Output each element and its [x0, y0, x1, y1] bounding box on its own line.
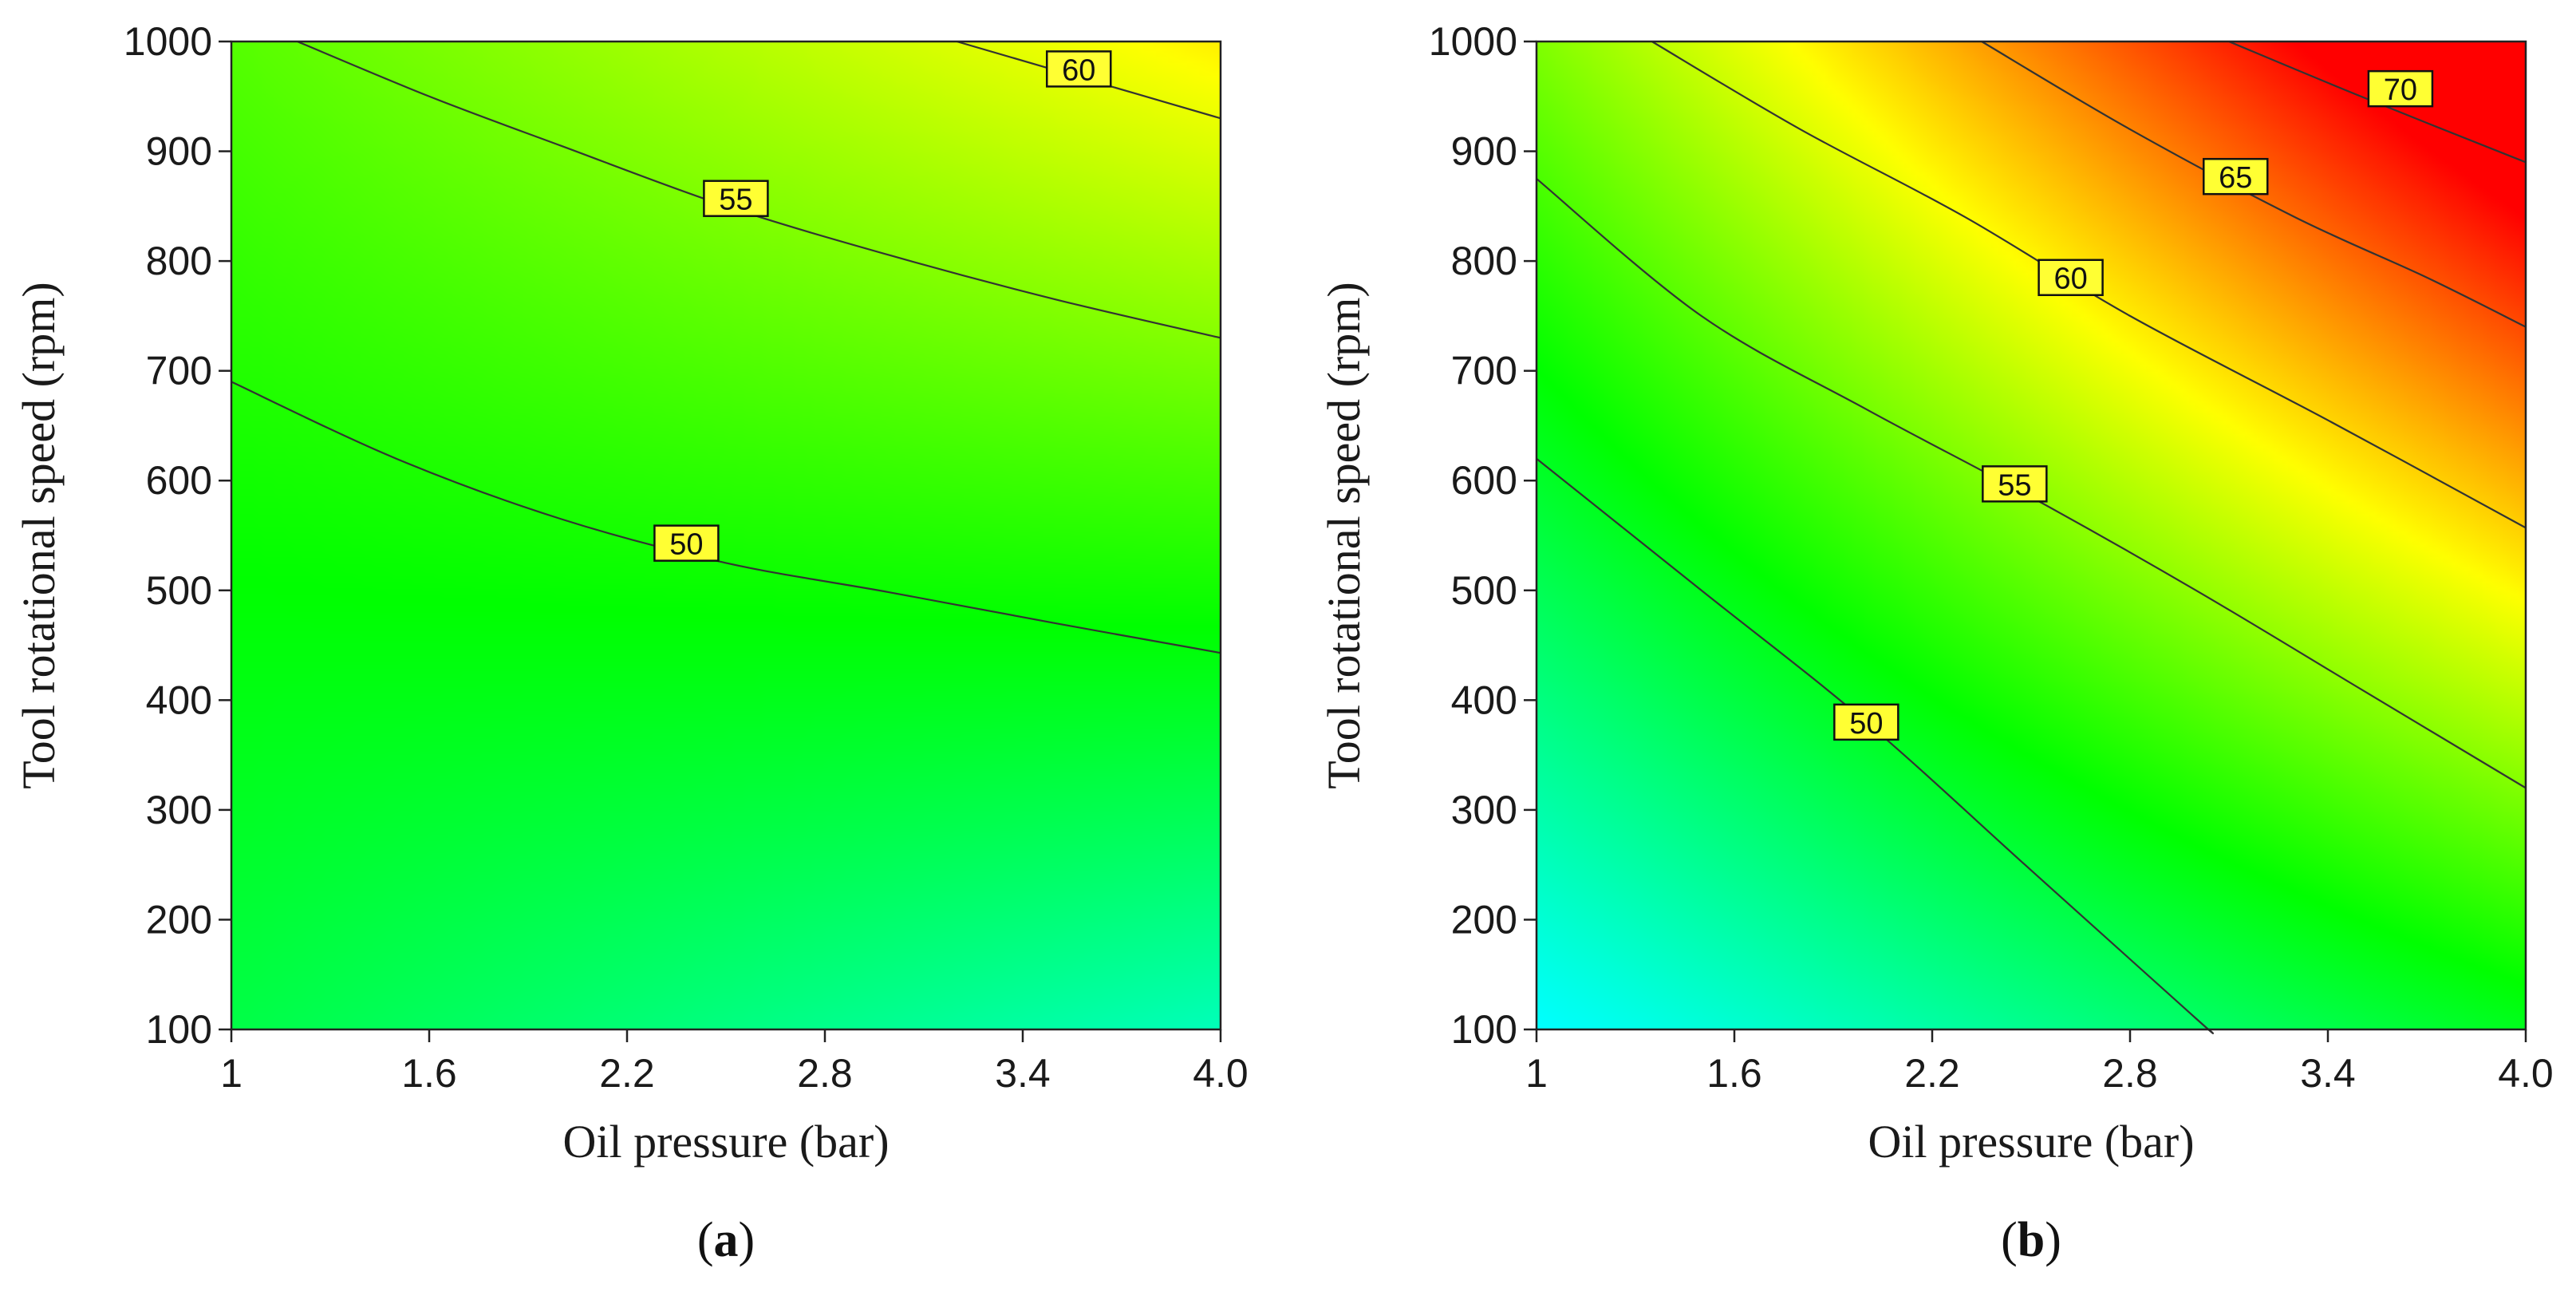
contour-label-box [2203, 157, 2269, 196]
contour-label-55: 55 [1982, 465, 2048, 503]
y-tick-label: 300 [146, 788, 212, 832]
y-tick-label: 800 [1451, 239, 1517, 283]
contour-label-box [2038, 259, 2104, 296]
contour-label-box [2367, 69, 2434, 108]
y-tick-label: 200 [146, 897, 212, 942]
x-tick-label: 3.4 [995, 1051, 1051, 1096]
chart-panel-b: 50 55 60 65 70 1 1.6 2.2 2.8 3.4 4.0 100 200 300 400 50… [1305, 0, 2576, 1292]
y-tick-label: 500 [1451, 568, 1517, 613]
y-tick-label: 500 [146, 568, 212, 613]
x-axis: 1 1.6 2.2 2.8 3.4 4.0 [1525, 1029, 2554, 1096]
contour-label-60: 60 [1046, 50, 1112, 88]
contour-label-65: 65 [2203, 157, 2269, 196]
panel-caption: (b) [2001, 1213, 2061, 1267]
contour-label-text: 70 [2384, 73, 2417, 107]
x-axis: 1 1.6 2.2 2.8 3.4 4.0 [220, 1029, 1249, 1096]
x-tick-label: 4.0 [1193, 1051, 1249, 1096]
y-tick-label: 600 [146, 458, 212, 503]
contour-label-box [1833, 703, 1899, 741]
contour-label-50: 50 [653, 524, 720, 562]
contour-label-text: 55 [1998, 468, 2031, 502]
x-tick-label: 1 [1525, 1051, 1548, 1096]
y-tick-label: 900 [146, 129, 212, 174]
contour-label-55: 55 [703, 180, 769, 217]
panel-letter: b [2018, 1213, 2045, 1267]
plot-frame [230, 40, 1222, 1031]
x-axis-title: Oil pressure (bar) [562, 1116, 889, 1168]
contour-label-60: 60 [2038, 259, 2104, 296]
y-axis-title: Tool rotational speed (rpm) [1318, 282, 1370, 788]
x-tick-label: 1.6 [1706, 1051, 1762, 1096]
contour-label-text: 60 [1062, 53, 1095, 87]
contour-label-text: 50 [1849, 707, 1883, 741]
y-tick-label: 100 [146, 1007, 212, 1052]
contour-label-70: 70 [2367, 69, 2434, 108]
y-tick-label: 200 [1451, 897, 1517, 942]
contour-label-box [653, 524, 720, 562]
contour-label-50: 50 [1833, 703, 1899, 741]
contour-line-50 [231, 381, 1221, 654]
y-axis-title: Tool rotational speed (rpm) [13, 282, 65, 788]
x-tick-label: 2.2 [1904, 1051, 1960, 1096]
contour-label-text: 65 [2219, 161, 2252, 195]
x-tick-label: 2.8 [2102, 1051, 2158, 1096]
y-tick-label: 600 [1451, 458, 1517, 503]
contour-plot-b: 50 55 60 65 70 1 1.6 2.2 2.8 3.4 4.0 100 200 300 400 50… [1318, 19, 2554, 1267]
plot-frame [1535, 40, 2527, 1031]
color-surface [1537, 41, 2526, 1029]
y-tick-label: 400 [146, 678, 212, 722]
chart-panel-a: 50 55 60 1 1.6 2.2 2.8 3.4 4.0 100 200 300 400 500 600… [0, 0, 1271, 1292]
x-tick-label: 2.8 [797, 1051, 853, 1096]
contour-line-70 [2228, 40, 2527, 164]
y-axis: 100 200 300 400 500 600 700 800 900 1000 [1429, 19, 1537, 1052]
contour-label-text: 60 [2053, 263, 2087, 296]
contour-label-box [1046, 50, 1112, 88]
x-tick-label: 3.4 [2300, 1051, 2356, 1096]
y-tick-label: 1000 [124, 19, 212, 64]
x-tick-label: 2.2 [599, 1051, 655, 1096]
contour-label-box [703, 180, 769, 217]
panel-caption: (a) [697, 1213, 755, 1267]
x-tick-label: 1.6 [401, 1051, 457, 1096]
contour-label-box [1982, 465, 2048, 503]
y-tick-label: 800 [146, 239, 212, 283]
y-tick-label: 100 [1451, 1007, 1517, 1052]
x-tick-label: 4.0 [2498, 1051, 2554, 1096]
y-tick-label: 1000 [1429, 19, 1517, 64]
contour-plot-a: 50 55 60 1 1.6 2.2 2.8 3.4 4.0 100 200 300 400 500 600… [13, 19, 1249, 1267]
y-tick-label: 300 [1451, 788, 1517, 832]
contour-line-65 [1981, 41, 2527, 328]
panel-letter: a [714, 1213, 739, 1267]
y-tick-label: 400 [1451, 678, 1517, 722]
contour-label-text: 55 [719, 184, 752, 217]
contour-line-50 [1536, 457, 2214, 1034]
x-tick-label: 1 [220, 1051, 243, 1096]
contour-label-text: 50 [669, 528, 703, 562]
y-tick-label: 700 [146, 349, 212, 393]
y-tick-label: 700 [1451, 349, 1517, 393]
x-axis-title: Oil pressure (bar) [1868, 1116, 2194, 1168]
y-axis: 100 200 300 400 500 600 700 800 900 1000 [124, 19, 231, 1052]
y-tick-label: 900 [1451, 129, 1517, 174]
